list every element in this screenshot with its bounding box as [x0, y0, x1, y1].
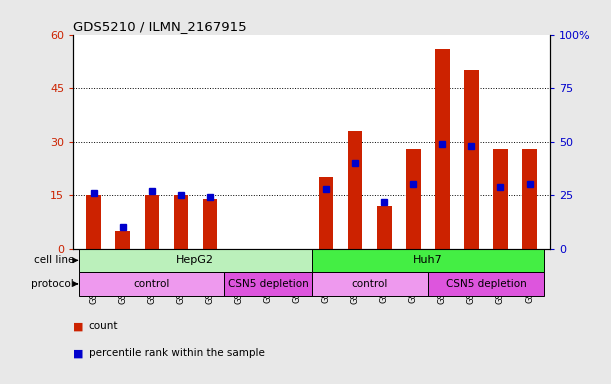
Bar	[348, 131, 362, 248]
Text: HepG2: HepG2	[177, 255, 214, 265]
Bar	[312, 272, 428, 296]
Bar	[377, 206, 392, 248]
Bar	[79, 272, 224, 296]
Text: percentile rank within the sample: percentile rank within the sample	[89, 348, 265, 358]
Text: protocol: protocol	[31, 279, 74, 289]
Bar	[312, 248, 544, 272]
Bar	[435, 49, 450, 248]
Bar	[428, 272, 544, 296]
Bar	[86, 195, 101, 248]
Text: Huh7: Huh7	[413, 255, 443, 265]
Bar	[493, 149, 508, 248]
Text: control: control	[134, 279, 170, 289]
Text: GDS5210 / ILMN_2167915: GDS5210 / ILMN_2167915	[73, 20, 247, 33]
Text: ■: ■	[73, 348, 84, 358]
Text: count: count	[89, 321, 118, 331]
Bar	[174, 195, 188, 248]
Bar	[522, 149, 537, 248]
Bar	[464, 70, 478, 248]
Bar	[145, 195, 159, 248]
Bar	[203, 199, 217, 248]
Bar	[406, 149, 420, 248]
Bar	[319, 177, 334, 248]
Text: CSN5 depletion: CSN5 depletion	[228, 279, 309, 289]
Text: cell line: cell line	[34, 255, 74, 265]
Text: CSN5 depletion: CSN5 depletion	[445, 279, 526, 289]
Text: control: control	[351, 279, 388, 289]
Text: ■: ■	[73, 321, 84, 331]
Bar	[79, 248, 312, 272]
Bar	[115, 231, 130, 248]
Bar	[224, 272, 312, 296]
